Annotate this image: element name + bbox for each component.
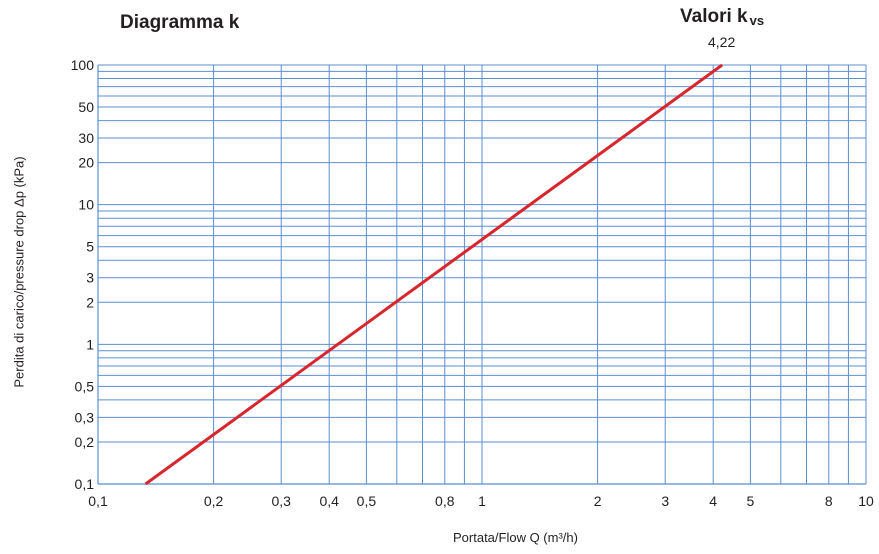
y-tick-label: 50 <box>78 99 94 115</box>
x-tick-label: 1 <box>478 493 486 509</box>
kvs-label: Valori k <box>680 6 748 27</box>
x-tick-label: 8 <box>825 493 833 509</box>
y-tick-label: 2 <box>86 294 94 310</box>
kvs-heading: Valori k vs <box>680 6 764 28</box>
y-axis-label: Perdita di carico/pressure drop Δp (kPa) <box>11 156 27 388</box>
x-tick-label: 2 <box>594 493 602 509</box>
y-tick-label: 0,5 <box>75 378 95 394</box>
x-tick-label: 0,5 <box>357 493 377 509</box>
y-tick-label: 100 <box>71 57 95 73</box>
y-tick-label: 5 <box>86 239 94 255</box>
x-tick-label: 0,8 <box>435 493 455 509</box>
kvs-series-line <box>144 63 724 486</box>
y-tick-label: 20 <box>78 155 94 171</box>
x-tick-label: 0,1 <box>88 493 108 509</box>
x-axis-label: Portata/Flow Q (m³/h) <box>453 530 578 545</box>
x-tick-label: 0,4 <box>319 493 339 509</box>
y-tick-label: 1 <box>86 336 94 352</box>
x-tick-label: 0,2 <box>204 493 224 509</box>
y-tick-label: 3 <box>86 270 94 286</box>
y-tick-label: 0,2 <box>75 434 95 450</box>
kvs-subscript: vs <box>749 13 765 28</box>
y-tick-label: 30 <box>78 130 94 146</box>
y-tick-label: 0,1 <box>75 476 95 492</box>
y-tick-label: 10 <box>78 197 94 213</box>
chart-title: Diagramma k <box>120 12 240 33</box>
x-tick-label: 5 <box>747 493 755 509</box>
kvs-value: 4,22 <box>708 34 736 50</box>
y-tick-label: 0,3 <box>75 409 95 425</box>
x-tick-label: 0,3 <box>271 493 291 509</box>
x-tick-label: 4 <box>709 493 717 509</box>
x-tick-label: 10 <box>858 493 874 509</box>
x-tick-label: 3 <box>661 493 669 509</box>
